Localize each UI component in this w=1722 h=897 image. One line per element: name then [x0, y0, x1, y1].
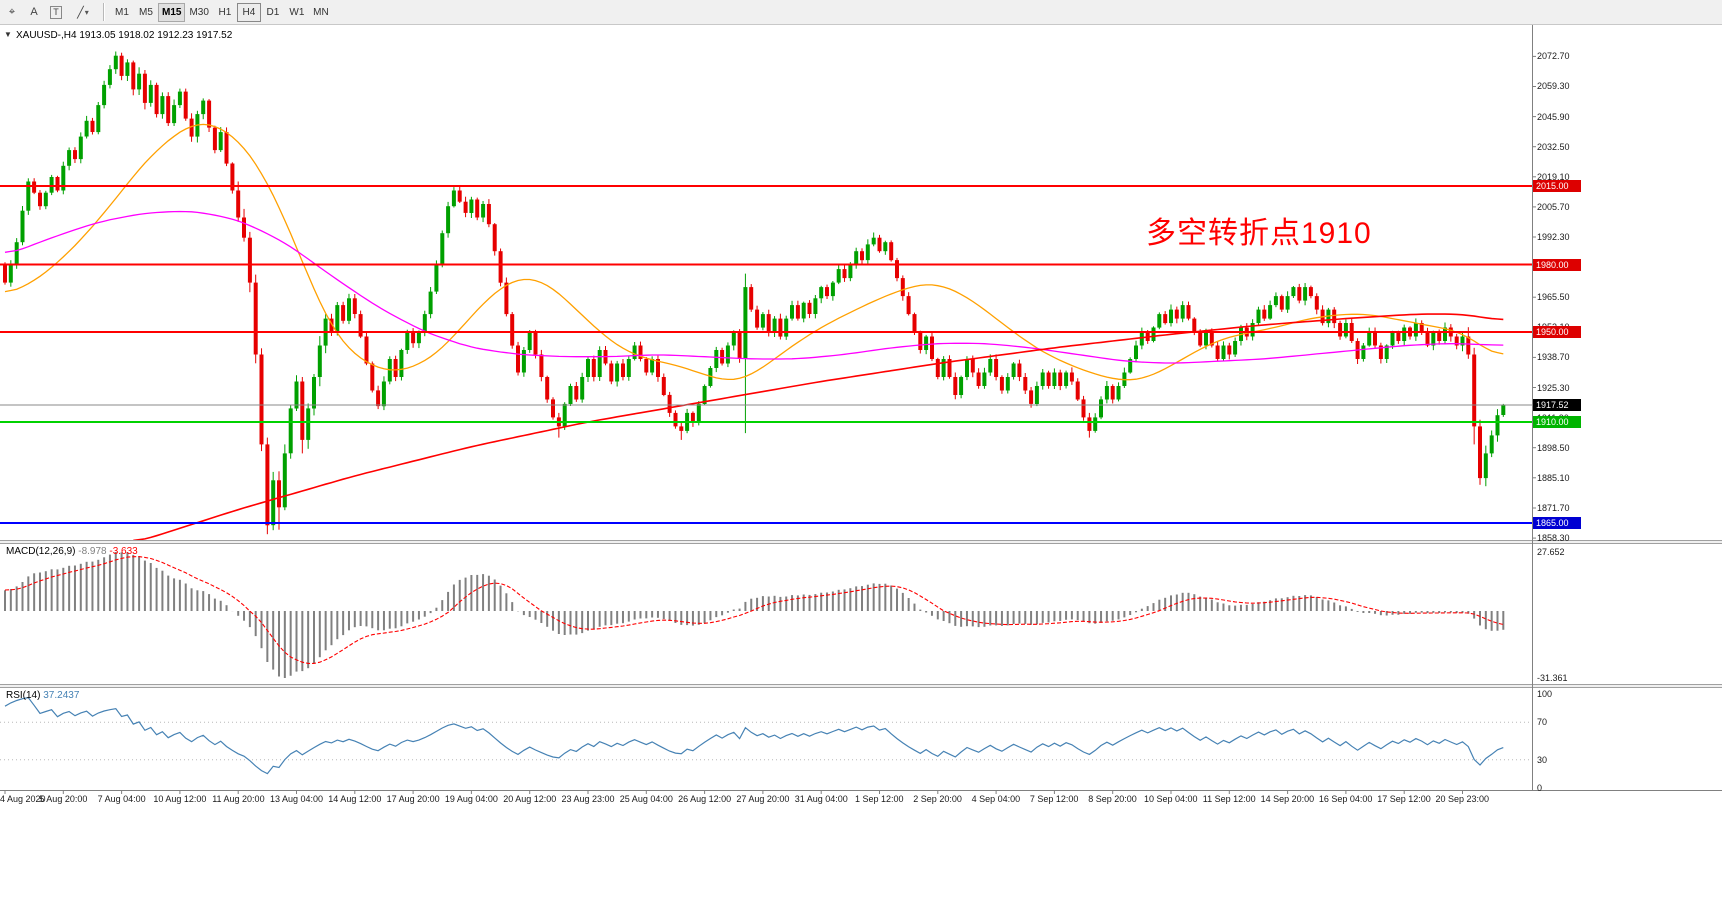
- macd-scale-max: 27.652: [1537, 547, 1565, 557]
- rsi-scale-label: 0: [1537, 783, 1543, 793]
- time-axis-border: [0, 790, 1722, 791]
- timeframe-m30-button[interactable]: M30: [185, 3, 212, 22]
- rsi-scale-label: 100: [1537, 689, 1553, 699]
- x-axis-label: 4 Sep 04:00: [971, 794, 1021, 804]
- y-axis-label: 1925.30: [1537, 382, 1570, 393]
- x-axis-label: 1 Sep 12:00: [855, 794, 904, 804]
- x-axis-label: 10 Sep 04:00: [1144, 794, 1198, 804]
- timeframe-mn-button[interactable]: MN: [309, 3, 333, 22]
- y-axis-label: 1965.50: [1537, 292, 1570, 303]
- timeframe-d1-button[interactable]: D1: [261, 3, 285, 22]
- rsi-value: 37.2437: [43, 690, 80, 701]
- y-axis-label: 1992.30: [1537, 232, 1570, 242]
- y-axis-label: 2059.30: [1537, 81, 1570, 92]
- main-chart-surface[interactable]: [0, 25, 1532, 540]
- x-axis-label: 11 Sep 12:00: [1202, 794, 1256, 804]
- top-toolbar: ⌖ A T ╱ ▾ M1 M5 M15 M30 H1 H4 D1 W1 MN: [0, 0, 1722, 25]
- text-label-tool-button[interactable]: T: [46, 3, 66, 22]
- price-axis-border: [1532, 25, 1533, 791]
- x-axis-label: 27 Aug 20:00: [736, 794, 790, 804]
- x-axis-label: 13 Aug 04:00: [270, 794, 324, 804]
- timeframe-h1-button[interactable]: H1: [213, 3, 237, 22]
- x-axis-label: 31 Aug 04:00: [794, 794, 848, 804]
- x-axis-label: 2 Sep 20:00: [913, 794, 962, 804]
- rsi-pane-surface[interactable]: [0, 688, 1532, 790]
- toolbar-separator: [103, 3, 105, 21]
- x-axis-label: 8 Sep 20:00: [1088, 794, 1137, 804]
- timeframe-m5-button[interactable]: M5: [134, 3, 158, 22]
- x-axis-label: 26 Aug 12:00: [678, 794, 732, 804]
- macd-name: MACD(12,26,9): [6, 546, 76, 557]
- timeframe-m15-button[interactable]: M15: [158, 2, 186, 22]
- timeframe-w1-button[interactable]: W1: [285, 3, 309, 22]
- macd-signal-value: -3.633: [109, 546, 138, 557]
- chart-annotation-text[interactable]: 多空转折点1910: [1146, 217, 1372, 250]
- x-axis-label: 7 Aug 04:00: [97, 794, 146, 804]
- x-axis-label: 14 Sep 20:00: [1260, 794, 1315, 804]
- x-axis-label: 16 Sep 04:00: [1318, 794, 1373, 804]
- current-price-label: 1917.52: [1533, 399, 1581, 411]
- macd-pane-surface[interactable]: [0, 544, 1532, 684]
- x-axis-label: 4 Aug 2020: [0, 794, 46, 804]
- trendline-icon: ╱: [77, 6, 84, 19]
- macd-pane-splitter[interactable]: [0, 540, 1722, 544]
- x-axis-label: 17 Sep 12:00: [1377, 794, 1431, 804]
- timeframe-m1-button[interactable]: M1: [110, 3, 134, 22]
- rsi-indicator-label: RSI(14) 37.2437: [6, 690, 79, 701]
- ohlc-values: 1913.05 1918.02 1912.23 1917.52: [79, 30, 233, 41]
- x-axis-label: 20 Sep 23:00: [1435, 794, 1490, 804]
- level-price-label: 2015.00: [1533, 180, 1581, 192]
- y-axis-label: 1898.50: [1537, 442, 1570, 453]
- rsi-pane-splitter[interactable]: [0, 684, 1722, 688]
- x-axis-label: 5 Aug 20:00: [39, 794, 88, 804]
- x-axis-label: 7 Sep 12:00: [1029, 794, 1079, 804]
- y-axis-label: 2019.10: [1537, 171, 1570, 182]
- level-price-label: 1980.00: [1533, 258, 1581, 271]
- rsi-scale-label: 30: [1537, 754, 1548, 765]
- crosshair-icon: ⌖: [8, 5, 16, 18]
- symbol-timeframe-label: XAUUSD-,H4: [16, 30, 77, 41]
- x-axis-label: 25 Aug 04:00: [619, 794, 673, 804]
- x-axis-label: 23 Aug 23:00: [561, 794, 615, 804]
- macd-scale-min: -31.361: [1537, 673, 1568, 683]
- y-axis-label: 2072.70: [1537, 51, 1570, 62]
- rsi-name: RSI(14): [6, 690, 41, 701]
- chevron-down-icon: ▾: [84, 7, 89, 17]
- crosshair-tool-button[interactable]: ⌖: [2, 3, 22, 22]
- y-axis-label: 1938.70: [1537, 352, 1570, 363]
- timeframe-h4-button[interactable]: H4: [236, 2, 261, 22]
- x-axis-label: 11 Aug 20:00: [212, 794, 265, 804]
- text-label-icon: T: [50, 5, 62, 19]
- rsi-scale-label: 70: [1537, 717, 1548, 728]
- level-price-label: 1950.00: [1533, 326, 1581, 339]
- macd-main-value: -8.978: [78, 546, 107, 557]
- one-click-trading-toggle[interactable]: ▼: [4, 30, 12, 39]
- x-axis-label: 19 Aug 04:00: [444, 794, 498, 804]
- x-axis-label: 17 Aug 20:00: [386, 794, 440, 804]
- y-axis-label: 2032.50: [1537, 141, 1570, 152]
- text-icon: A: [30, 6, 38, 18]
- y-axis-label: 1885.10: [1537, 472, 1570, 483]
- text-tool-button[interactable]: A: [24, 3, 44, 22]
- x-axis-label: 10 Aug 12:00: [153, 794, 207, 804]
- macd-indicator-label: MACD(12,26,9) -8.978 -3.633: [6, 546, 138, 557]
- y-axis-label: 2045.90: [1537, 111, 1570, 122]
- shapes-tool-button[interactable]: ╱ ▾: [68, 3, 98, 22]
- chart-title: XAUUSD-,H4 1913.05 1918.02 1912.23 1917.…: [16, 30, 232, 41]
- x-axis-label: 14 Aug 12:00: [328, 794, 382, 804]
- x-axis-label: 20 Aug 12:00: [503, 794, 557, 804]
- level-price-label: 1910.00: [1533, 415, 1581, 428]
- level-price-label: 1865.00: [1533, 517, 1581, 529]
- y-axis-label: 2005.70: [1537, 201, 1570, 212]
- y-axis-label: 1871.70: [1537, 502, 1570, 513]
- y-axis-label: 1858.30: [1537, 533, 1570, 544]
